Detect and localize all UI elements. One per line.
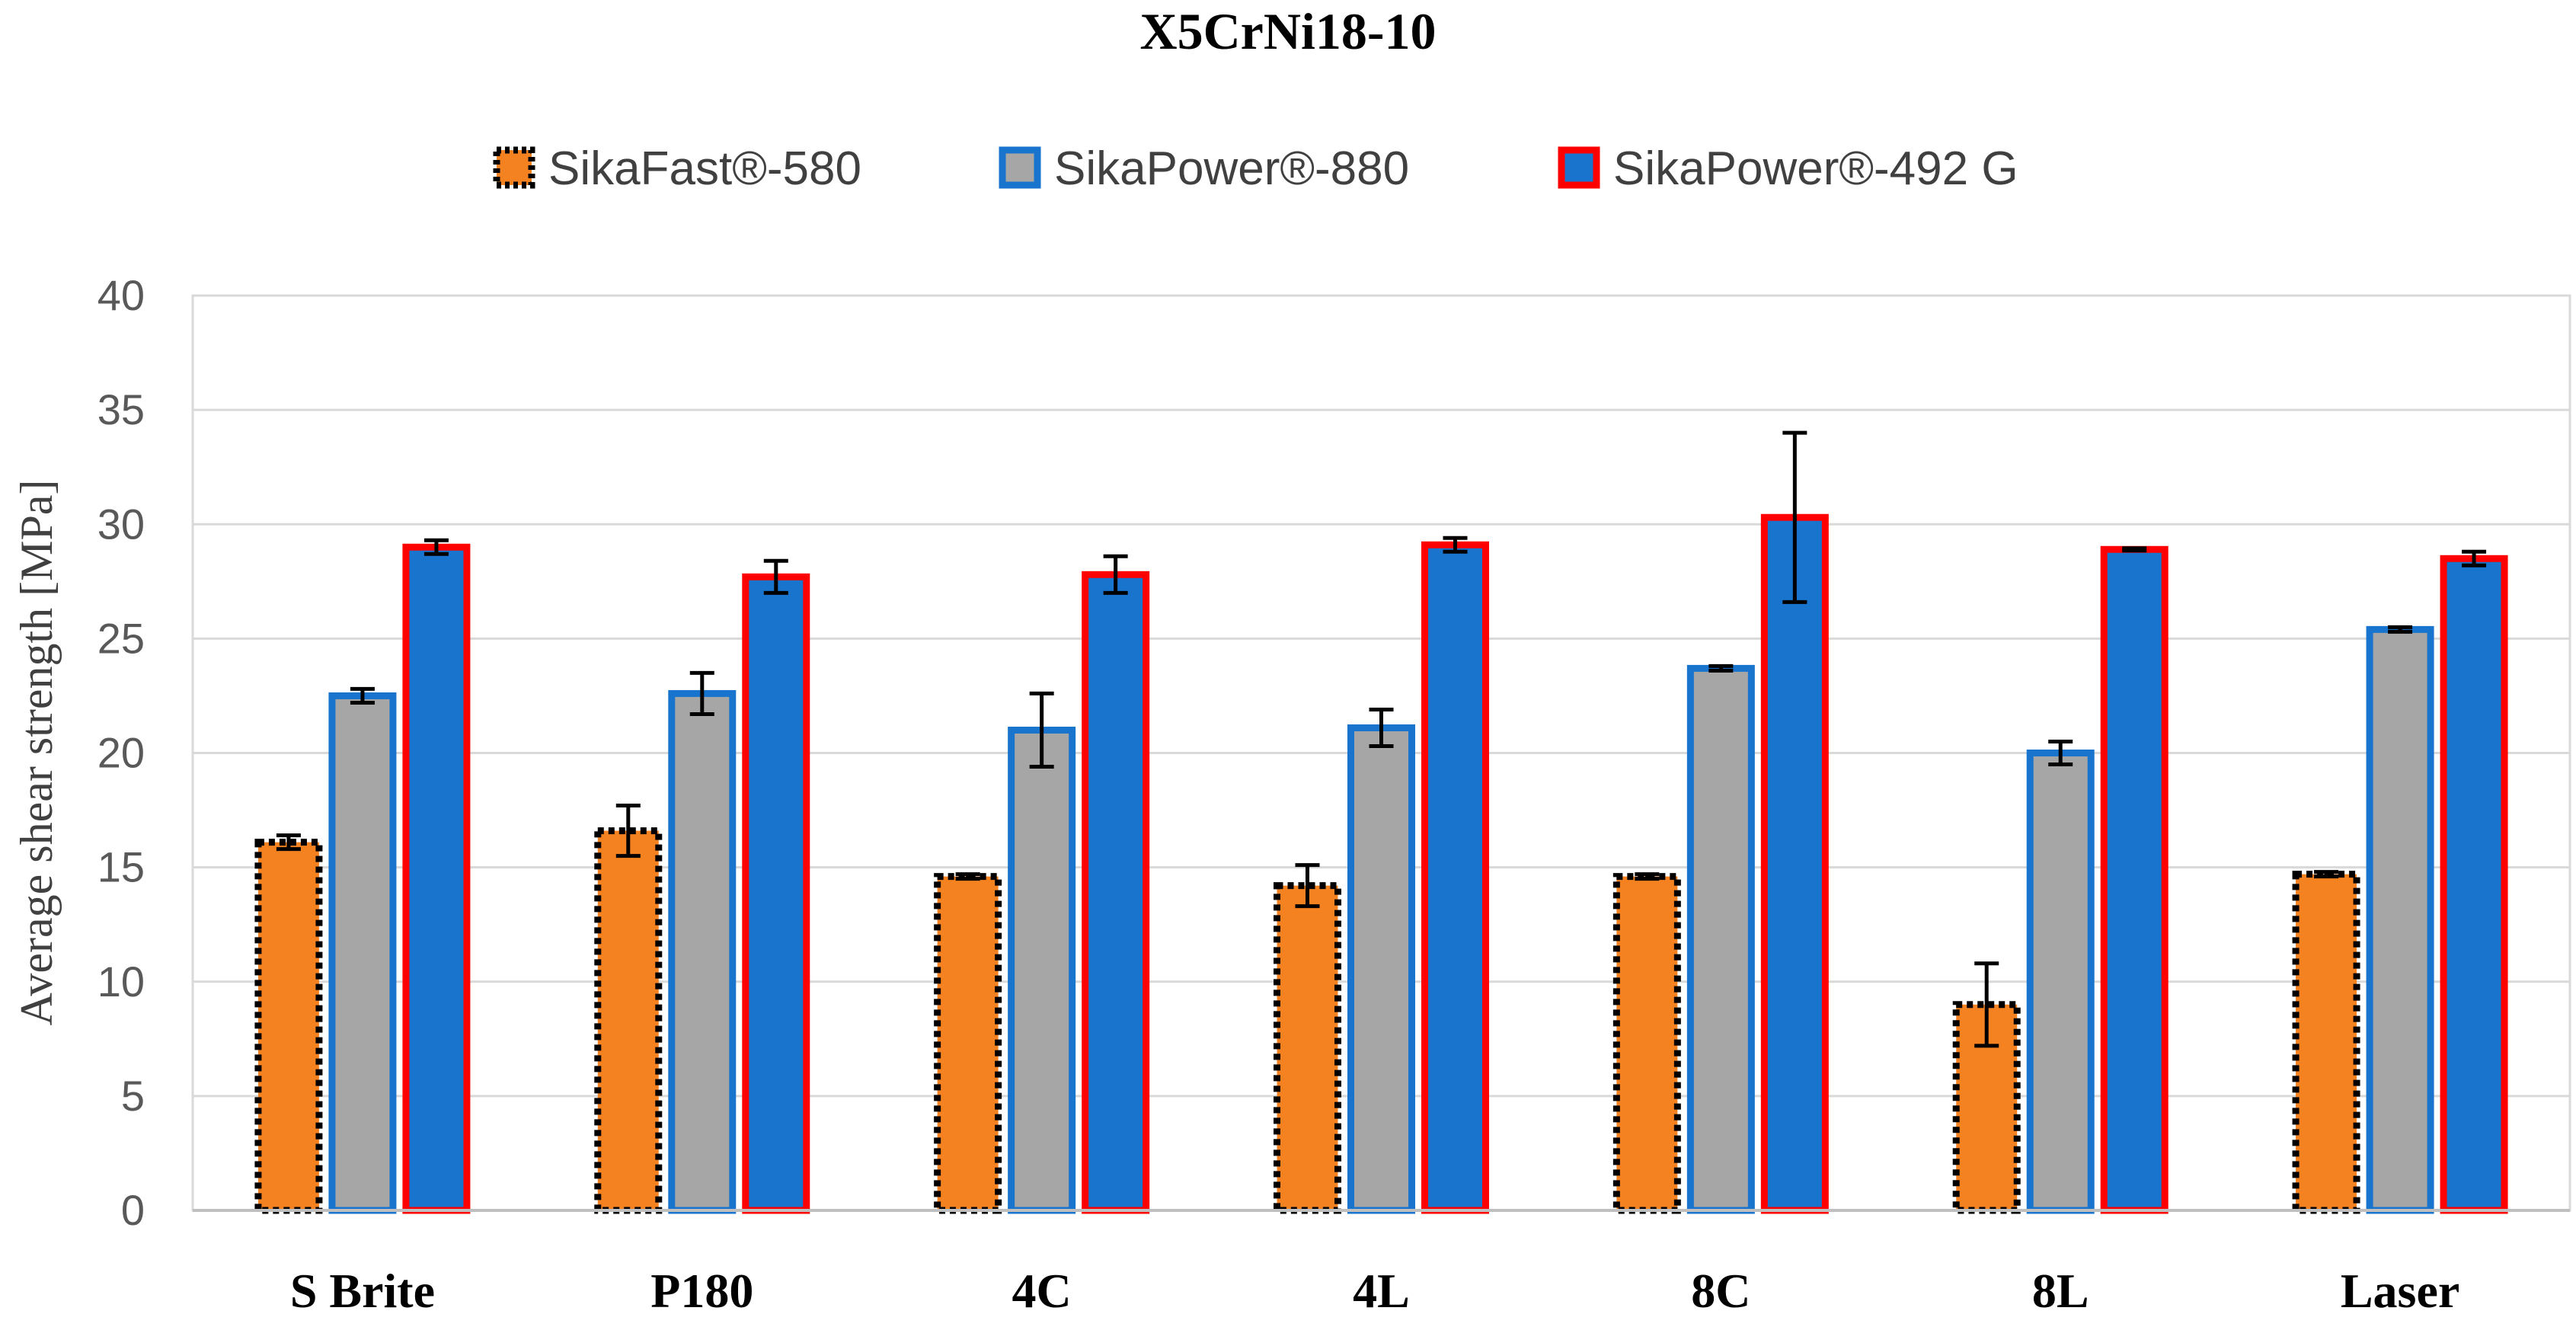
legend-swatch-sikafast	[493, 146, 535, 189]
y-tick-label-35: 35	[97, 385, 145, 433]
legend-swatch-sikapower-492g	[1558, 146, 1600, 189]
y-tick-label-20: 20	[97, 729, 145, 777]
error-bars	[276, 430, 2487, 1048]
error-bar-4c-series-1	[955, 872, 980, 881]
error-bar-4c-series-3	[1103, 554, 1128, 595]
x-axis-ticks: S Brite P180 4C 4L 8C 8L Laser	[290, 1264, 2459, 1318]
y-tick-label-25: 25	[97, 614, 145, 662]
bar-4c-series-1	[934, 873, 1002, 1214]
legend-item-sikafast: SikaFast®-580	[493, 142, 861, 195]
error-bar-s-brite-series-2	[350, 686, 375, 705]
bar-p180-series-2	[668, 689, 737, 1214]
error-bar-p180-series-3	[763, 558, 788, 595]
legend-item-sikapower-492g: SikaPower®-492 G	[1558, 142, 2018, 195]
error-bar-4l-series-2	[1369, 707, 1394, 748]
bar-4l-series-3	[1421, 541, 1489, 1214]
bar-laser-series-3	[2440, 555, 2508, 1214]
x-tick-label-p180: P180	[650, 1264, 753, 1318]
y-tick-label-10: 10	[97, 958, 145, 1005]
bar-p180-series-3	[742, 573, 810, 1214]
error-bar-laser-series-3	[2462, 549, 2487, 567]
legend-label-sikafast: SikaFast®-580	[548, 142, 861, 195]
error-bar-8c-series-3	[1782, 430, 1807, 604]
error-bar-4l-series-1	[1295, 863, 1320, 909]
bar-4l-series-1	[1274, 882, 1341, 1214]
bar-s-brite-series-2	[328, 692, 397, 1214]
error-bar-4c-series-2	[1029, 691, 1054, 769]
error-bar-8l-series-2	[2048, 739, 2073, 767]
bar-8l-series-2	[2026, 750, 2095, 1214]
legend-item-sikapower-880: SikaPower®-880	[999, 142, 1409, 195]
y-axis-label: Average shear strength [MPa]	[11, 480, 62, 1026]
y-tick-label-40: 40	[97, 271, 145, 319]
y-tick-label-0: 0	[121, 1186, 145, 1234]
error-bar-p180-series-2	[689, 670, 714, 716]
error-bar-laser-series-2	[2388, 625, 2413, 634]
bar-4l-series-2	[1347, 724, 1415, 1214]
bar-laser-series-2	[2366, 625, 2434, 1214]
y-tick-label-30: 30	[97, 500, 145, 548]
legend-swatch-sikapower-880	[999, 146, 1041, 189]
x-tick-label-8l: 8L	[2032, 1264, 2089, 1318]
error-bar-s-brite-series-1	[276, 833, 301, 852]
legend-label-sikapower-880: SikaPower®-880	[1054, 142, 1409, 195]
x-tick-label-8c: 8C	[1691, 1264, 1750, 1318]
error-bar-8l-series-1	[1974, 961, 1999, 1048]
bar-laser-series-1	[2292, 871, 2360, 1214]
error-bar-4l-series-3	[1443, 536, 1468, 554]
x-tick-label-s-brite: S Brite	[290, 1264, 435, 1318]
bar-s-brite-series-1	[254, 839, 323, 1214]
legend: SikaFast®-580 SikaPower®-880 SikaPower®-…	[493, 142, 2018, 195]
error-bar-8c-series-2	[1708, 663, 1734, 673]
bar-p180-series-1	[594, 827, 663, 1214]
bars	[254, 513, 2508, 1214]
error-bar-laser-series-1	[2314, 870, 2339, 879]
y-tick-label-15: 15	[97, 843, 145, 891]
bar-4c-series-2	[1008, 726, 1076, 1214]
legend-label-sikapower-492g: SikaPower®-492 G	[1613, 142, 2018, 195]
y-axis-ticks: 0 5 10 15 20 25 30 35 40	[97, 271, 145, 1234]
error-bar-p180-series-1	[615, 804, 641, 858]
x-tick-label-laser: Laser	[2341, 1264, 2459, 1318]
error-bar-8l-series-3	[2122, 546, 2147, 553]
error-bar-s-brite-series-3	[423, 538, 449, 556]
y-tick-label-5: 5	[121, 1072, 145, 1120]
chart-title: X5CrNi18-10	[1139, 2, 1436, 60]
x-tick-label-4c: 4C	[1012, 1264, 1072, 1318]
bar-8l-series-1	[1952, 1001, 2021, 1214]
x-tick-label-4l: 4L	[1353, 1264, 1410, 1318]
bar-4c-series-3	[1082, 571, 1150, 1214]
error-bar-8c-series-1	[1635, 872, 1660, 881]
bar-8c-series-2	[1686, 664, 1755, 1214]
bar-8c-series-1	[1612, 873, 1681, 1214]
bar-8c-series-3	[1760, 513, 1829, 1214]
bar-s-brite-series-3	[402, 543, 471, 1214]
bar-8l-series-3	[2100, 545, 2169, 1214]
